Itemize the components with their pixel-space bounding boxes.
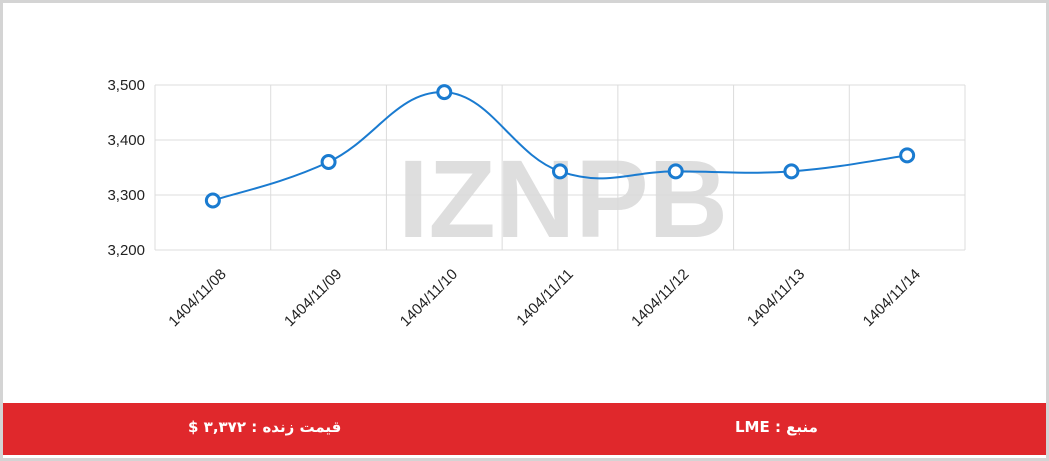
watermark: IZNPB	[398, 138, 728, 261]
x-tick-label: 1404/11/12	[628, 266, 692, 330]
chart: 3,200 3,300 3,400 3,500 IZNPB 1404/11/08 1404/…	[107, 77, 966, 330]
live-price: قیمت زنده : ۳,۳۷۲ $	[188, 418, 342, 436]
point	[667, 163, 684, 180]
x-tick-label: 1404/11/11	[513, 266, 577, 330]
point	[320, 154, 337, 170]
y-tick-label: 3,500	[107, 77, 145, 94]
x-tick-label: 1404/11/13	[744, 266, 808, 330]
point	[899, 147, 916, 164]
point	[436, 84, 453, 101]
y-tick-label: 3,400	[107, 132, 145, 149]
y-tick-label: 3,300	[107, 187, 145, 204]
point	[204, 192, 221, 209]
x-tick-label: 1404/11/14	[860, 266, 924, 330]
y-tick-label: 3,200	[107, 242, 145, 259]
footer-bar: قیمت زنده : ۳,۳۷۲ $ منبع : LME	[3, 403, 1046, 455]
point	[552, 163, 568, 180]
x-tick-label: 1404/11/08	[165, 266, 229, 330]
point	[783, 163, 800, 180]
x-tick-label: 1404/11/10	[397, 266, 461, 330]
source: منبع : LME	[735, 418, 818, 436]
x-tick-label: 1404/11/09	[281, 266, 345, 330]
